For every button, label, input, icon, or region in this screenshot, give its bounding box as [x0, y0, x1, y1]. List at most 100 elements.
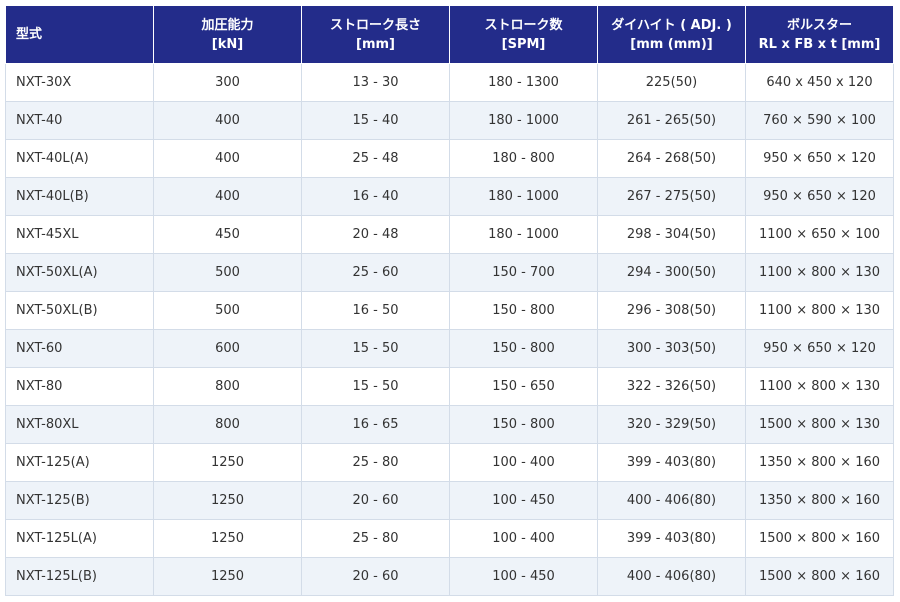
table-row: NXT-80 800 15 - 50 150 - 650 322 - 326(50) 11…	[5, 367, 894, 406]
header-text: [mm]	[356, 36, 395, 52]
table-cell: NXT-125(A)	[5, 443, 154, 482]
table-cell: 150 - 800	[449, 291, 598, 330]
table-cell: 950 × 650 × 120	[745, 329, 894, 368]
table-cell: NXT-40L(A)	[5, 139, 154, 178]
table-cell: 100 - 450	[449, 481, 598, 520]
header-row: 型式 加圧能力 [kN] ストローク長さ [mm] ストローク数 [SPM] ダイハイト ( …	[5, 5, 894, 64]
table-cell: 296 - 308(50)	[597, 291, 746, 330]
header-cell: ストローク数 [SPM]	[449, 5, 598, 64]
table-cell: 950 × 650 × 120	[745, 139, 894, 178]
table-cell: NXT-40L(B)	[5, 177, 154, 216]
table-cell: 294 - 300(50)	[597, 253, 746, 292]
header-cell: ストローク長さ [mm]	[301, 5, 450, 64]
table-cell: 500	[153, 291, 302, 330]
table-cell: NXT-30X	[5, 63, 154, 102]
table-cell: 1100 × 800 × 130	[745, 367, 894, 406]
table-row: NXT-40L(A) 400 25 - 48 180 - 800 264 - 268(5…	[5, 139, 894, 178]
table-cell: NXT-45XL	[5, 215, 154, 254]
table-header: 型式 加圧能力 [kN] ストローク長さ [mm] ストローク数 [SPM] ダイハイト ( …	[5, 5, 894, 64]
table-cell: 322 - 326(50)	[597, 367, 746, 406]
header-text: ボルスター	[786, 17, 852, 33]
table-cell: 180 - 1300	[449, 63, 598, 102]
table-cell: NXT-125L(B)	[5, 557, 154, 596]
table-cell: NXT-60	[5, 329, 154, 368]
table-cell: 1500 × 800 × 160	[745, 557, 894, 596]
table-cell: 1500 × 800 × 130	[745, 405, 894, 444]
header-text: 型式	[16, 27, 43, 42]
table-cell: 100 - 400	[449, 443, 598, 482]
table-cell: NXT-125L(A)	[5, 519, 154, 558]
table-row: NXT-125L(A) 1250 25 - 80 100 - 400 399 - 403…	[5, 519, 894, 558]
table-cell: 150 - 800	[449, 405, 598, 444]
table-cell: 1100 × 650 × 100	[745, 215, 894, 254]
table-row: NXT-30X 300 13 - 30 180 - 1300 225(50) 640 x …	[5, 63, 894, 102]
table-row: NXT-50XL(A) 500 25 - 60 150 - 700 294 - 300(…	[5, 253, 894, 292]
table-cell: 640 x 450 x 120	[745, 63, 894, 102]
table-cell: 100 - 450	[449, 557, 598, 596]
table-cell: 950 × 650 × 120	[745, 177, 894, 216]
table-cell: 450	[153, 215, 302, 254]
table-cell: 399 - 403(80)	[597, 519, 746, 558]
header-cell: ボルスター RL x FB x t [mm]	[745, 5, 894, 64]
table-cell: 25 - 60	[301, 253, 450, 292]
table-cell: 800	[153, 405, 302, 444]
table-row: NXT-125(A) 1250 25 - 80 100 - 400 399 - 403(…	[5, 443, 894, 482]
table-cell: 15 - 50	[301, 329, 450, 368]
table-body: NXT-30X 300 13 - 30 180 - 1300 225(50) 640 x …	[5, 63, 894, 596]
header-text: 加圧能力	[201, 17, 254, 33]
header-text: [kN]	[211, 36, 244, 52]
table-cell: 1350 × 800 × 160	[745, 481, 894, 520]
table-cell: 16 - 40	[301, 177, 450, 216]
table-cell: 500	[153, 253, 302, 292]
table-cell: 180 - 800	[449, 139, 598, 178]
table-cell: 400 - 406(80)	[597, 481, 746, 520]
table-cell: 600	[153, 329, 302, 368]
table-cell: 25 - 80	[301, 443, 450, 482]
header-cell: 加圧能力 [kN]	[153, 5, 302, 64]
table-cell: 15 - 50	[301, 367, 450, 406]
table-cell: 300	[153, 63, 302, 102]
table-cell: 25 - 80	[301, 519, 450, 558]
table-cell: 800	[153, 367, 302, 406]
table-cell: 400	[153, 177, 302, 216]
table-cell: 20 - 60	[301, 557, 450, 596]
table-cell: 1100 × 800 × 130	[745, 291, 894, 330]
header-text: ストローク数	[484, 17, 563, 33]
table-cell: 399 - 403(80)	[597, 443, 746, 482]
table-cell: 400	[153, 139, 302, 178]
table-cell: 13 - 30	[301, 63, 450, 102]
table-cell: 225(50)	[597, 63, 746, 102]
table-cell: 180 - 1000	[449, 215, 598, 254]
table-cell: 300 - 303(50)	[597, 329, 746, 368]
header-text: [SPM]	[501, 36, 546, 52]
table-row: NXT-45XL 450 20 - 48 180 - 1000 298 - 304(50…	[5, 215, 894, 254]
header-cell: ダイハイト ( ADJ. ) [mm (mm)]	[597, 5, 746, 64]
table-cell: 267 - 275(50)	[597, 177, 746, 216]
table-cell: 320 - 329(50)	[597, 405, 746, 444]
table-row: NXT-125L(B) 1250 20 - 60 100 - 450 400 - 406…	[5, 557, 894, 596]
table-row: NXT-125(B) 1250 20 - 60 100 - 450 400 - 406(…	[5, 481, 894, 520]
table-cell: 16 - 50	[301, 291, 450, 330]
table-cell: 1250	[153, 481, 302, 520]
header-text: [mm (mm)]	[630, 36, 713, 52]
table-cell: NXT-80	[5, 367, 154, 406]
table-cell: 150 - 700	[449, 253, 598, 292]
table-cell: 1500 × 800 × 160	[745, 519, 894, 558]
table-cell: 15 - 40	[301, 101, 450, 140]
table-cell: 1250	[153, 519, 302, 558]
table-cell: 264 - 268(50)	[597, 139, 746, 178]
table-cell: 100 - 400	[449, 519, 598, 558]
table-cell: 1250	[153, 557, 302, 596]
header-text: ダイハイト ( ADJ. )	[611, 17, 732, 33]
table-row: NXT-40L(B) 400 16 - 40 180 - 1000 267 - 275(…	[5, 177, 894, 216]
spec-table: 型式 加圧能力 [kN] ストローク長さ [mm] ストローク数 [SPM] ダイハイト ( …	[5, 5, 894, 596]
table-row: NXT-60 600 15 - 50 150 - 800 300 - 303(50) 95…	[5, 329, 894, 368]
table-cell: 25 - 48	[301, 139, 450, 178]
table-cell: 1100 × 800 × 130	[745, 253, 894, 292]
table-cell: 180 - 1000	[449, 177, 598, 216]
table-cell: 20 - 60	[301, 481, 450, 520]
table-cell: 261 - 265(50)	[597, 101, 746, 140]
table-cell: NXT-50XL(A)	[5, 253, 154, 292]
table-cell: NXT-40	[5, 101, 154, 140]
